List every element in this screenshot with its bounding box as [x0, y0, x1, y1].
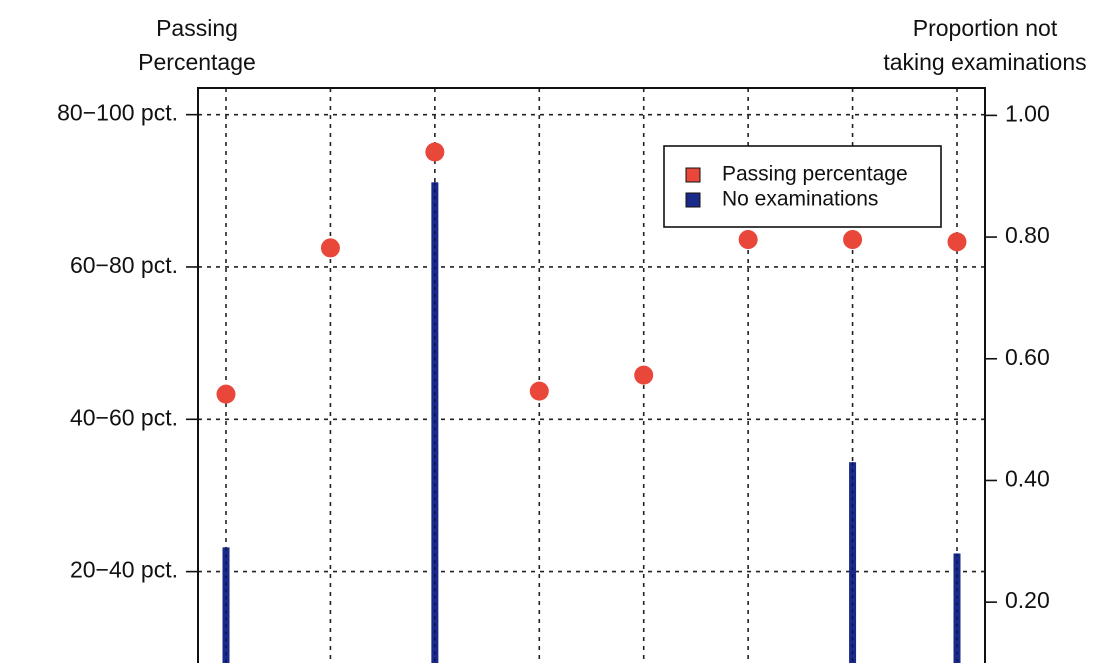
point [320, 238, 340, 258]
legend-swatch [685, 167, 701, 183]
point [425, 142, 445, 162]
y2-tick-label: 0.40 [1005, 466, 1050, 492]
point [529, 381, 549, 401]
point [634, 365, 654, 385]
point [947, 232, 967, 252]
y-tick-label: 40−60 pct. [70, 404, 178, 430]
y2-axis-title: taking examinations [883, 49, 1086, 75]
y2-tick-label: 1.00 [1005, 100, 1050, 126]
point [216, 384, 236, 404]
y-axis-title: Passing [156, 15, 238, 41]
legend-label: No examinations [722, 188, 878, 211]
point [738, 230, 758, 250]
point [843, 230, 863, 250]
y-tick-label: 80−100 pct. [57, 100, 178, 126]
bar [953, 553, 961, 663]
y-tick-label: 60−80 pct. [70, 252, 178, 278]
legend-box [663, 145, 942, 228]
legend-label: Passing percentage [722, 163, 908, 186]
y-axis-title: Percentage [138, 49, 256, 75]
y2-tick-label: 0.80 [1005, 222, 1050, 248]
y-tick-label: 20−40 pct. [70, 557, 178, 583]
y2-axis-title: Proportion not [913, 15, 1058, 41]
y2-tick-label: 0.20 [1005, 587, 1050, 613]
legend-swatch [685, 192, 701, 208]
y2-tick-label: 0.60 [1005, 344, 1050, 370]
plot-frame [197, 87, 986, 663]
